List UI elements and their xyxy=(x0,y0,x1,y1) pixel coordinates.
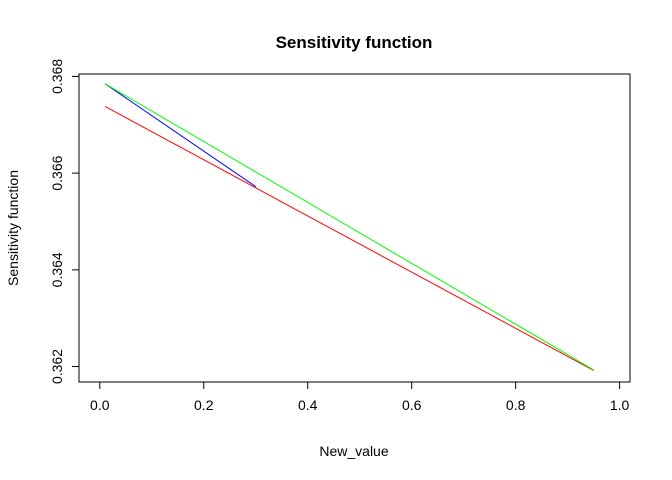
y-tick-label: 0.362 xyxy=(49,349,65,384)
x-tick-label: 1.0 xyxy=(610,397,630,413)
y-axis: 0.362 0.364 0.366 0.368 xyxy=(49,59,80,384)
series-line-3 xyxy=(104,83,594,371)
y-tick-label: 0.366 xyxy=(49,155,65,190)
y-axis-title: Sensitivity function xyxy=(5,170,21,286)
plot-frame xyxy=(78,73,631,383)
series-line-2 xyxy=(104,105,594,371)
x-axis-title: New_value xyxy=(319,443,388,459)
x-tick-label: 0.6 xyxy=(402,397,422,413)
x-tick-label: 0.8 xyxy=(506,397,526,413)
x-tick-label: 0.0 xyxy=(90,397,110,413)
x-tick-label: 0.4 xyxy=(298,397,318,413)
series-layer xyxy=(104,83,594,371)
y-tick-label: 0.368 xyxy=(49,59,65,94)
y-tick-label: 0.364 xyxy=(49,252,65,287)
x-axis: 0.0 0.2 0.4 0.6 0.8 1.0 xyxy=(90,381,630,413)
chart-title: Sensitivity function xyxy=(276,33,433,52)
x-tick-label: 0.2 xyxy=(194,397,214,413)
series-line-1 xyxy=(104,83,257,188)
